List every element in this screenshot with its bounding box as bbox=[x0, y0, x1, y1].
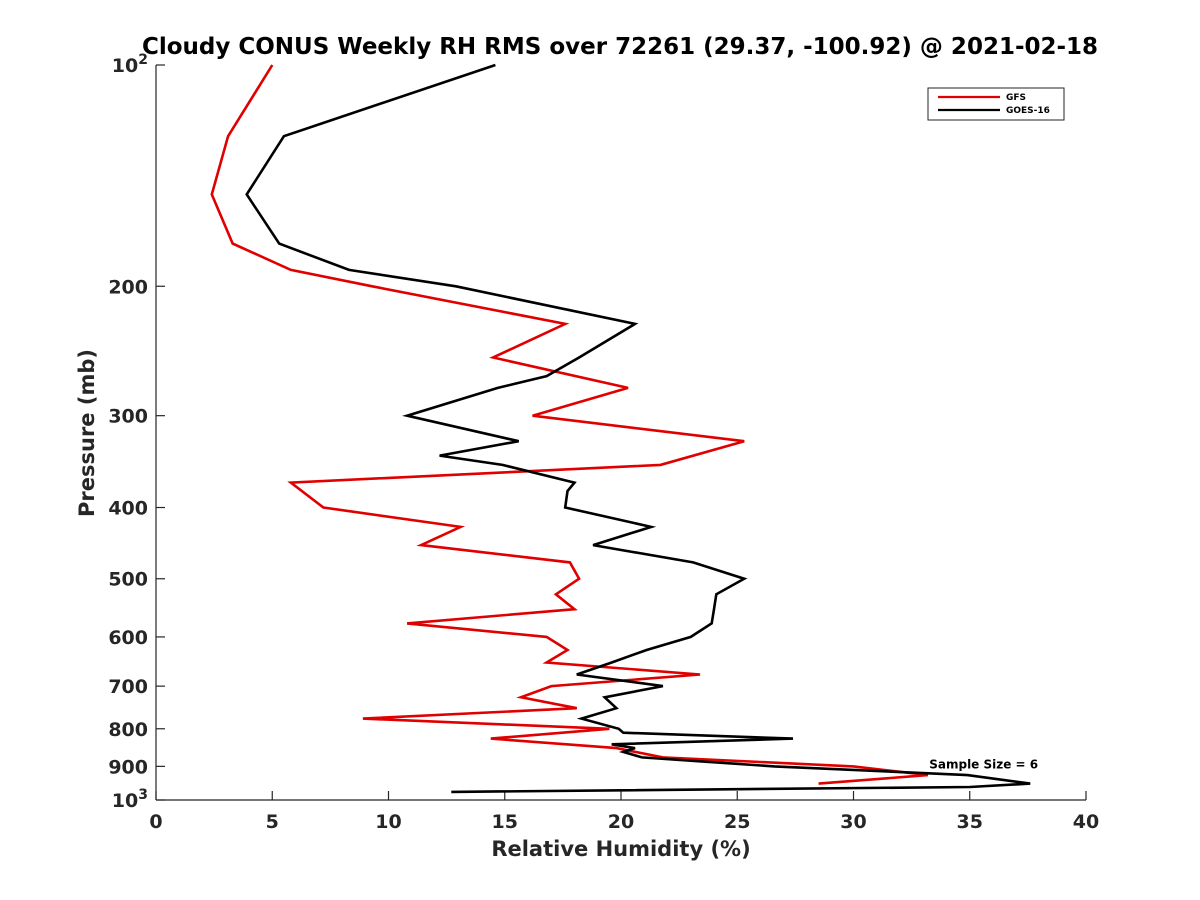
x-tick-label: 0 bbox=[149, 811, 162, 833]
y-tick-label: 700 bbox=[108, 676, 148, 698]
x-tick-label: 25 bbox=[724, 811, 750, 833]
sample-size-annotation: Sample Size = 6 bbox=[929, 757, 1038, 771]
y-tick-label-base: 700 bbox=[108, 676, 148, 698]
legend-box bbox=[927, 87, 1065, 121]
series-line-gfs bbox=[210, 64, 929, 785]
x-tick-label: 30 bbox=[840, 811, 866, 833]
x-tick-label: 10 bbox=[375, 811, 401, 833]
legend-label-gfs: GFS bbox=[1006, 93, 1026, 103]
x-tick-label: 20 bbox=[608, 811, 634, 833]
y-tick-label-base: 900 bbox=[108, 756, 148, 778]
x-tick-label: 5 bbox=[266, 811, 279, 833]
y-tick-label-exponent: 3 bbox=[138, 787, 148, 803]
y-tick-label-base: 10 bbox=[112, 790, 138, 812]
y-tick-label: 102 bbox=[112, 52, 148, 77]
x-ticks: 0 5 10 15 20 25 30 35 40 bbox=[149, 791, 1099, 833]
y-tick-label-base: 600 bbox=[108, 627, 148, 649]
y-tick-label: 800 bbox=[108, 719, 148, 741]
y-axis-label: Pressure (mb) bbox=[75, 349, 99, 517]
plot-area: 0 5 10 15 20 25 30 35 40 10220030040050060070080… bbox=[108, 52, 1099, 833]
y-tick-label-base: 800 bbox=[108, 719, 148, 741]
chart-title: Cloudy CONUS Weekly RH RMS over 72261 (2… bbox=[142, 34, 1098, 60]
x-tick-label: 15 bbox=[492, 811, 518, 833]
y-tick-label-base: 10 bbox=[112, 55, 138, 77]
y-tick-label-exponent: 2 bbox=[138, 52, 148, 68]
x-tick-label: 40 bbox=[1073, 811, 1099, 833]
y-tick-label-base: 200 bbox=[108, 276, 148, 298]
legend: GFS GOES-16 bbox=[927, 87, 1065, 121]
series-layer bbox=[210, 63, 1031, 794]
y-tick-label-base: 300 bbox=[108, 406, 148, 428]
x-tick-label: 35 bbox=[957, 811, 983, 833]
y-tick-label: 600 bbox=[108, 627, 148, 649]
y-tick-label: 500 bbox=[108, 569, 148, 591]
y-tick-label: 400 bbox=[108, 498, 148, 520]
y-tick-label: 200 bbox=[108, 276, 148, 298]
y-tick-label: 300 bbox=[108, 406, 148, 428]
y-tick-label-base: 400 bbox=[108, 498, 148, 520]
y-tick-label-base: 500 bbox=[108, 569, 148, 591]
legend-label-goes16: GOES-16 bbox=[1006, 106, 1050, 116]
series-line-goes16 bbox=[245, 63, 1031, 794]
y-tick-label: 103 bbox=[112, 787, 148, 812]
x-axis-label: Relative Humidity (%) bbox=[491, 837, 750, 861]
y-tick-label: 900 bbox=[108, 756, 148, 778]
